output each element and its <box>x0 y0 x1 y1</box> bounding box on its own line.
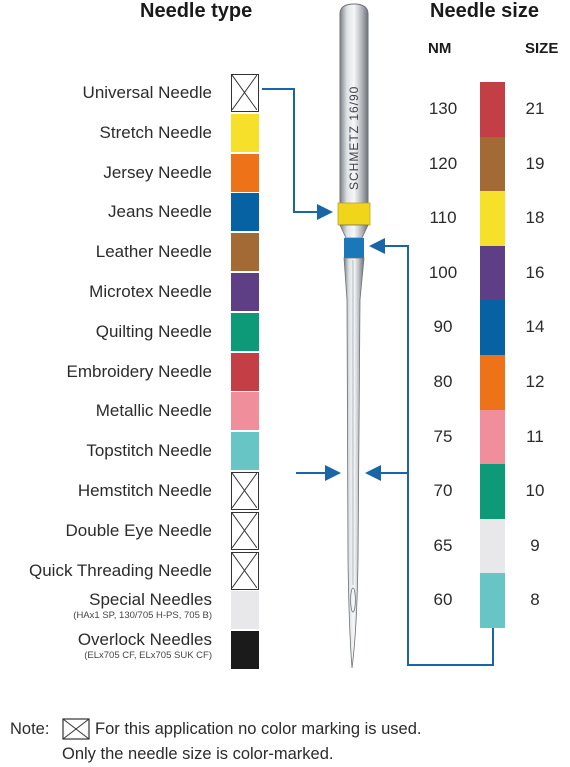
needle-type-color-swatch <box>231 591 259 630</box>
size-value: 14 <box>525 317 545 337</box>
needle-size-band <box>344 238 364 258</box>
cross-box-icon <box>62 718 90 740</box>
needle-type-color-swatch <box>231 631 259 670</box>
note-prefix: Note: <box>10 720 50 738</box>
needle-size-color-swatch <box>480 191 505 247</box>
size-value: 10 <box>525 481 545 501</box>
needle-type-label: Stretch Needle <box>99 122 212 142</box>
nm-value: 130 <box>428 99 458 118</box>
nm-value: 120 <box>428 153 458 173</box>
nm-value: 70 <box>433 481 453 501</box>
needle-type-color-swatch <box>231 352 259 391</box>
size-value: 21 <box>525 99 545 118</box>
needle-type-label: Leather Needle <box>95 242 212 262</box>
nm-value: 100 <box>428 262 458 282</box>
needle-size-color-swatch <box>480 245 505 301</box>
needle-type-label: Quilting Needle <box>95 321 212 341</box>
needle-type-color-swatch <box>231 392 259 431</box>
needle-type-label: Jeans Needle <box>108 202 212 222</box>
no-color-marking-icon <box>231 511 259 550</box>
needle-type-label: Overlock Needles <box>77 630 212 650</box>
needle-type-label: Topstitch Needle <box>86 441 212 461</box>
nm-value: 90 <box>433 317 453 337</box>
nm-column-header: NM <box>428 40 452 57</box>
arrow-type-band <box>262 88 333 220</box>
needle-size-color-swatch <box>480 518 505 574</box>
nm-value: 60 <box>433 590 453 610</box>
needle-shank <box>339 3 369 206</box>
needle-type-color-swatch <box>231 193 259 232</box>
needle-size-color-swatch <box>480 136 505 192</box>
needle-blade <box>343 257 365 669</box>
size-value: 19 <box>525 153 545 173</box>
needle-size-color-swatch <box>480 355 505 410</box>
size-value: 9 <box>530 535 540 555</box>
needle-imprint: SCHMETZ 16/90 <box>347 86 361 190</box>
arrow-size-band <box>369 238 494 666</box>
needle-type-label: Universal Needle <box>82 83 212 102</box>
nm-value: 75 <box>433 426 453 446</box>
needle-type-label: Embroidery Needle <box>66 361 212 381</box>
needle-type-label: Microtex Needle <box>89 282 212 301</box>
size-value: 16 <box>525 262 545 282</box>
needle-eye <box>350 587 356 613</box>
size-value: 12 <box>525 372 545 391</box>
note-line-2: Only the needle size is color-marked. <box>62 745 334 763</box>
needle-type-label: Quick Threading Needle <box>28 560 212 580</box>
needle-type-label: Metallic Needle <box>95 401 212 421</box>
needle-type-sublabel: (HAx1 SP, 130/705 H-PS, 705 B) <box>73 610 212 622</box>
no-color-marking-icon <box>231 472 259 510</box>
needle-type-color-swatch <box>231 273 259 311</box>
needle-type-color-swatch <box>231 153 259 192</box>
no-color-marking-icon <box>231 74 259 112</box>
needle-size-color-swatch <box>480 464 505 520</box>
size-value: 11 <box>526 426 544 446</box>
size-value: 8 <box>530 590 540 610</box>
needle-type-band <box>337 202 371 226</box>
note-line-1: For this application no color marking is… <box>95 720 422 738</box>
needle-type-color-swatch <box>231 113 259 152</box>
needle-size-title: Needle size <box>430 0 539 22</box>
needle-type-label: Hemstitch Needle <box>77 481 212 500</box>
needle-type-label: Jersey Needle <box>103 162 212 182</box>
size-value: 18 <box>525 208 545 228</box>
needle-type-label: Special Needles <box>89 590 212 610</box>
size-column-header: SIZE <box>525 40 559 57</box>
needle-type-label: Double Eye Needle <box>65 520 212 540</box>
needle-taper <box>339 224 369 239</box>
needle-type-color-swatch <box>231 312 259 351</box>
needle-size-color-swatch <box>480 409 505 465</box>
needle-size-color-swatch <box>480 82 505 137</box>
needle-type-color-swatch <box>231 432 259 471</box>
nm-value: 65 <box>433 535 453 555</box>
needle-size-color-swatch <box>480 573 505 629</box>
nm-value: 110 <box>429 208 457 228</box>
needle-size-color-swatch <box>480 300 505 356</box>
needle-type-sublabel: (ELx705 CF, ELx705 SUK CF) <box>84 650 212 662</box>
no-color-marking-icon <box>231 551 259 590</box>
needle-type-color-swatch <box>231 233 259 272</box>
needle-type-title: Needle type <box>140 0 253 22</box>
nm-value: 80 <box>433 372 453 391</box>
